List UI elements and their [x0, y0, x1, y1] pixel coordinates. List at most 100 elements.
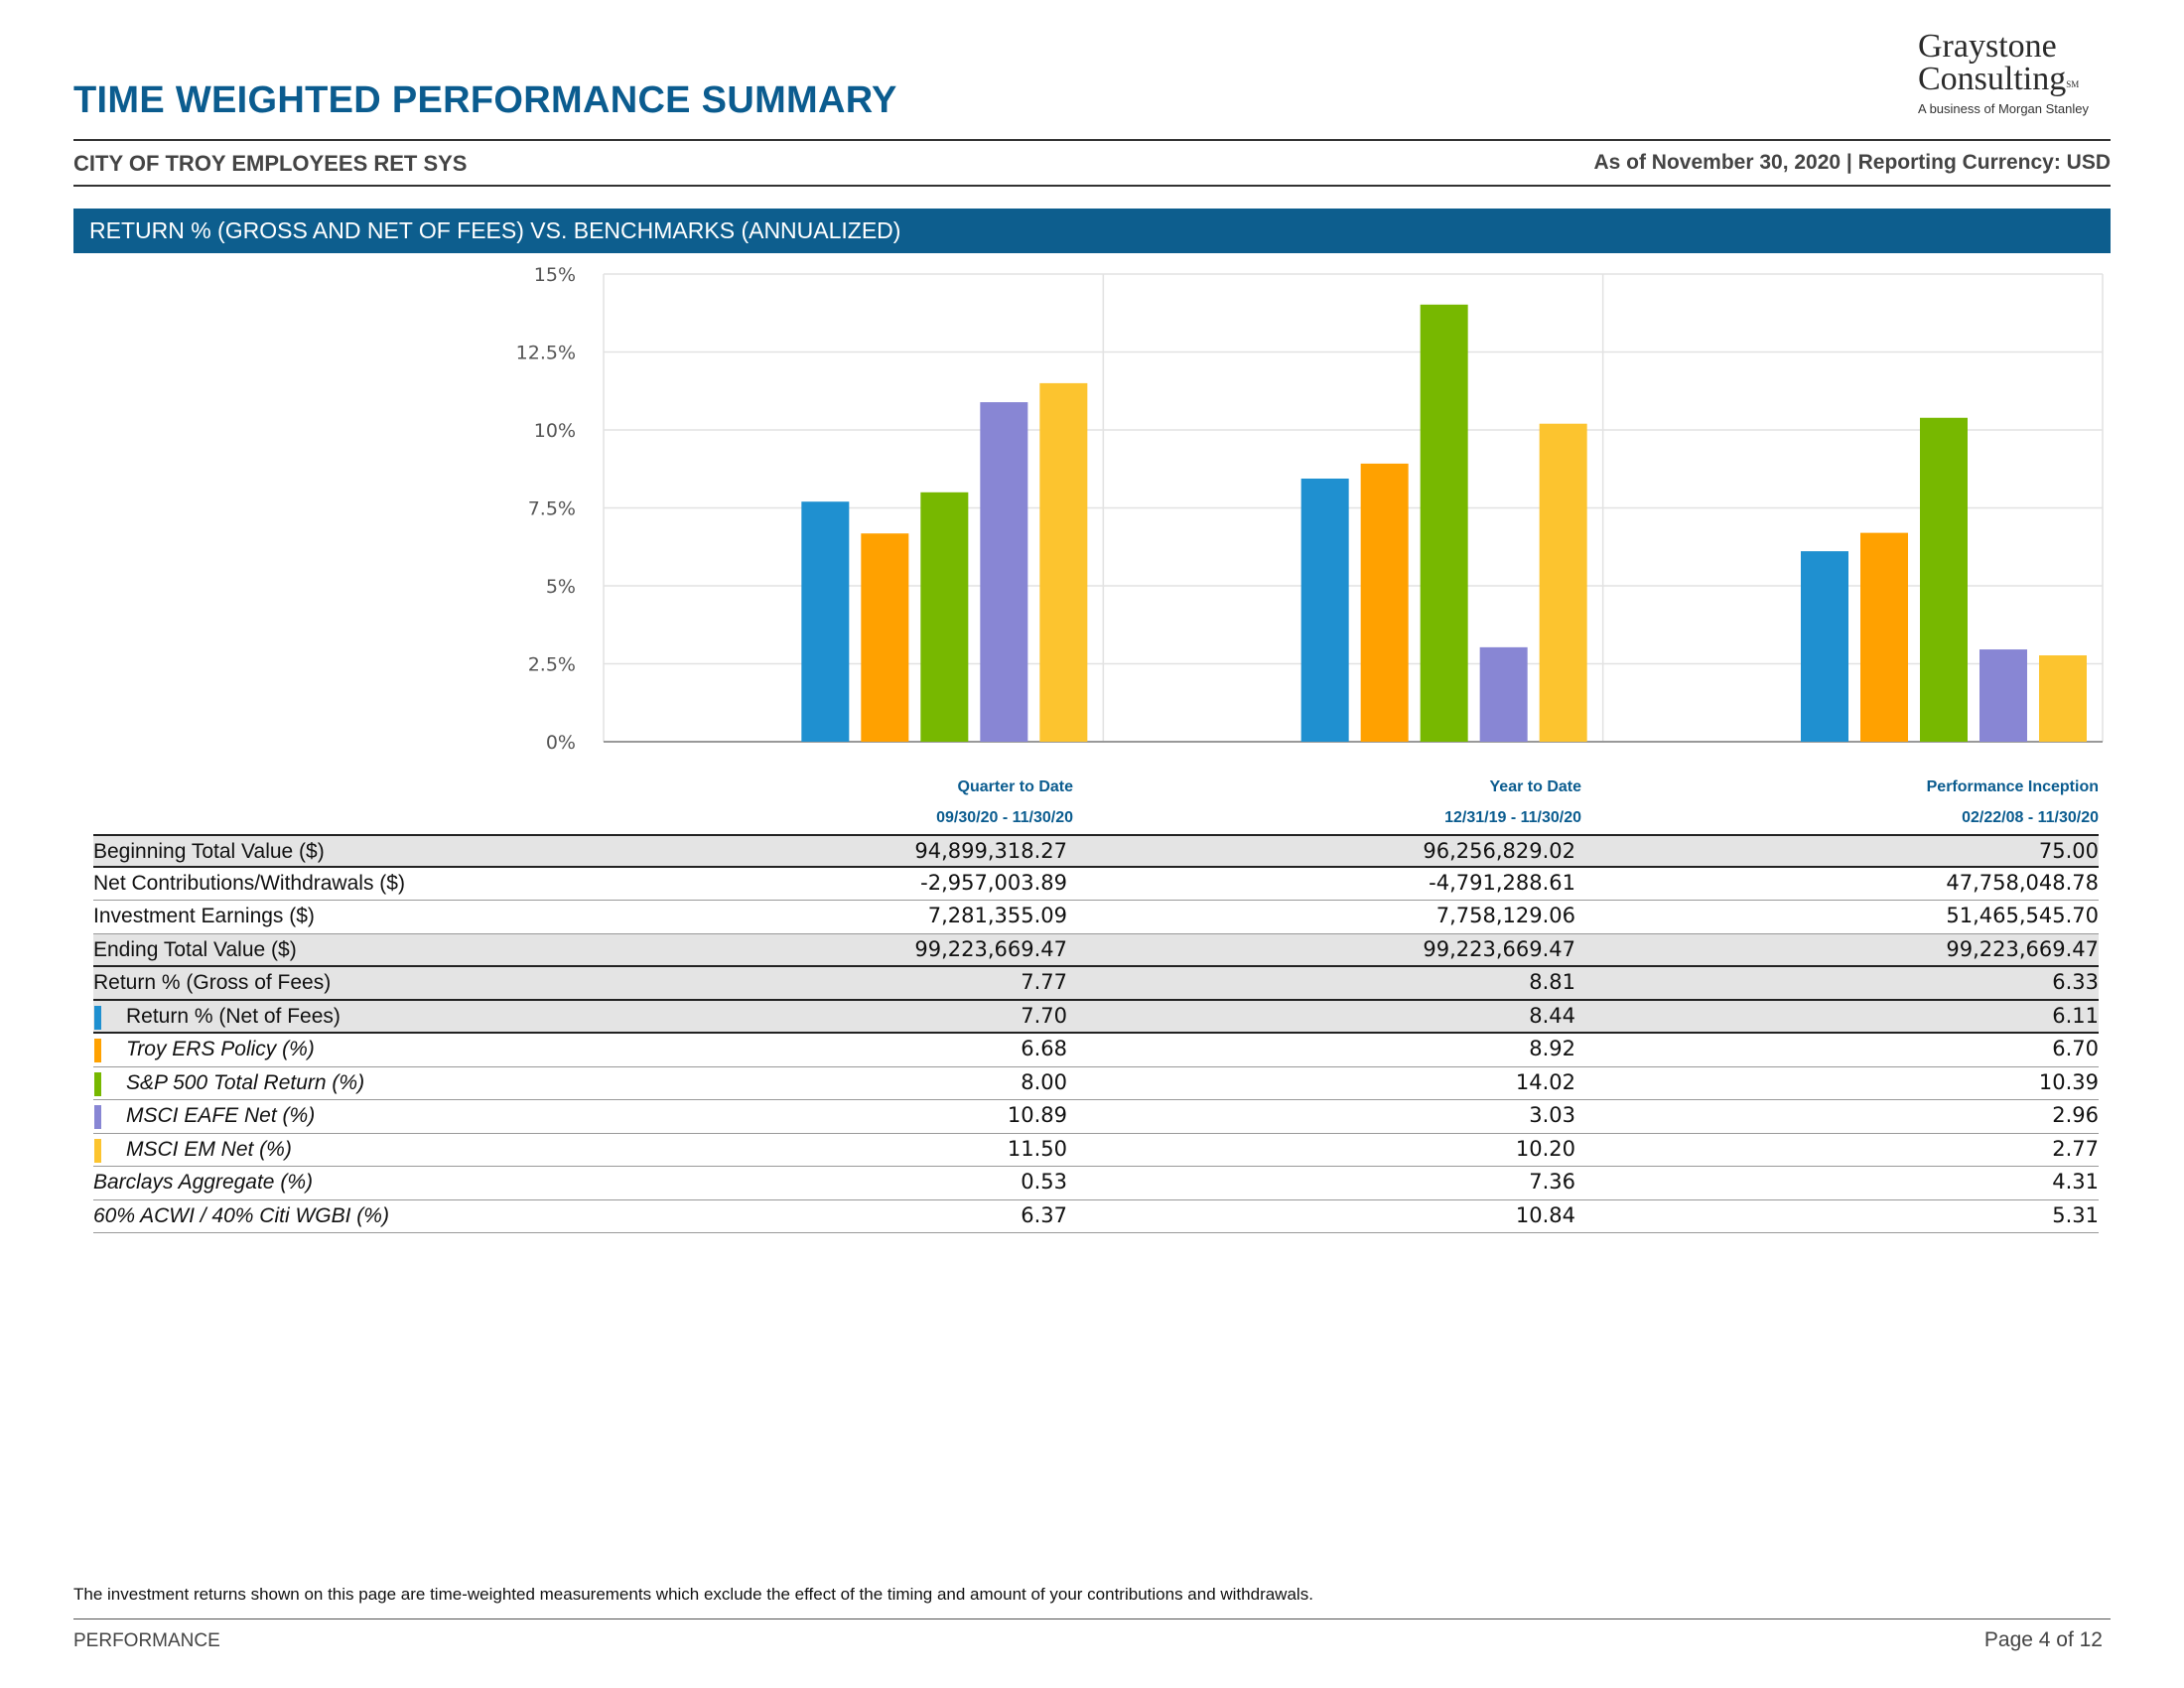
cell-inception: 6.33 [2052, 970, 2099, 994]
cell-ytd: 14.02 [1515, 1069, 1575, 1094]
y-tick-label: 7.5% [528, 498, 576, 520]
row-label: MSCI EAFE Net (%) [126, 1104, 316, 1127]
cell-qtd: 10.89 [1007, 1103, 1067, 1127]
table-row-beginning-value: Beginning Total Value ($) 94,899,318.27 … [93, 834, 2099, 868]
cell-inception: 10.39 [2038, 1069, 2099, 1094]
bar [1979, 649, 2027, 742]
page-title: TIME WEIGHTED PERFORMANCE SUMMARY [73, 79, 897, 121]
cell-qtd: 6.68 [1021, 1037, 1067, 1060]
legend-swatch-sp500 [94, 1071, 101, 1096]
row-label: MSCI EM Net (%) [126, 1137, 292, 1161]
table-row-sp500: S&P 500 Total Return (%) 8.00 14.02 10.3… [93, 1067, 2099, 1100]
cell-ytd: 99,223,669.47 [1423, 936, 1575, 961]
bar [2039, 655, 2087, 742]
footnote: The investment returns shown on this pag… [73, 1585, 1313, 1604]
cell-qtd: 7.70 [1021, 1003, 1067, 1028]
bar [1801, 551, 1848, 742]
y-tick-label: 10% [534, 420, 576, 442]
bar [861, 533, 909, 742]
row-label: 60% ACWI / 40% Citi WGBI (%) [93, 1203, 389, 1227]
column-header-ytd: Year to Date [1489, 778, 1581, 795]
bar [1539, 423, 1587, 742]
cell-inception: 2.77 [2052, 1136, 2099, 1161]
cell-inception: 6.11 [2052, 1003, 2099, 1028]
cell-qtd: 11.50 [1007, 1136, 1067, 1161]
footer-rule [73, 1618, 2111, 1619]
legend-swatch-net-of-fees [94, 1005, 101, 1030]
bar [920, 492, 969, 742]
cell-inception: 5.31 [2052, 1202, 2099, 1227]
row-label: Ending Total Value ($) [93, 937, 297, 961]
row-label: Return % (Gross of Fees) [93, 971, 332, 994]
cell-qtd: -2,957,003.89 [920, 870, 1067, 895]
cell-ytd: 8.44 [1529, 1003, 1575, 1028]
row-label: Net Contributions/Withdrawals ($) [93, 871, 405, 895]
as-of-date: As of November 30, 2020 | Reporting Curr… [1593, 151, 2111, 174]
y-tick-label: 5% [546, 576, 576, 598]
cell-qtd: 7,281,355.09 [927, 904, 1067, 927]
bar [1920, 417, 1968, 742]
column-header-qtd: Quarter to Date [957, 778, 1073, 795]
performance-table: Beginning Total Value ($) 94,899,318.27 … [93, 834, 2099, 1233]
cell-qtd: 7.77 [1021, 970, 1067, 994]
cell-inception: 51,465,545.70 [1946, 904, 2099, 927]
returns-bar-chart: 0% 2.5% 5% 7.5% 10% 12.5% 15% [516, 264, 2104, 754]
bar [1039, 382, 1088, 742]
row-label: S&P 500 Total Return (%) [126, 1070, 365, 1094]
section-title-bar: RETURN % (GROSS AND NET OF FEES) VS. BEN… [73, 209, 2111, 253]
legend-swatch-troy-ers [94, 1039, 101, 1062]
cell-inception: 4.31 [2052, 1170, 2099, 1194]
cell-inception: 47,758,048.78 [1946, 870, 2099, 895]
legend-swatch-msci-eafe [94, 1105, 101, 1129]
y-tick-label: 2.5% [528, 654, 576, 676]
bar [1420, 304, 1468, 742]
logo-service-mark: SM [2066, 79, 2080, 89]
table-row-net-return: Return % (Net of Fees) 7.70 8.44 6.11 [93, 1000, 2099, 1034]
cell-inception: 6.70 [2052, 1037, 2099, 1060]
cell-ytd: 7,758,129.06 [1435, 904, 1575, 927]
table-row-barclays-aggregate: Barclays Aggregate (%) 0.53 7.36 4.31 [93, 1167, 2099, 1200]
cell-ytd: 96,256,829.02 [1423, 839, 1575, 863]
logo-line2-text: Consulting [1918, 61, 2067, 97]
logo-line2: ConsultingSM [1918, 61, 2107, 97]
table-row-net-contributions: Net Contributions/Withdrawals ($) -2,957… [93, 868, 2099, 901]
bar [980, 402, 1028, 742]
table-row-msci-em: MSCI EM Net (%) 11.50 10.20 2.77 [93, 1134, 2099, 1167]
cell-inception: 2.96 [2052, 1103, 2099, 1127]
logo-tagline: A business of Morgan Stanley [1918, 101, 2089, 116]
table-row-investment-earnings: Investment Earnings ($) 7,281,355.09 7,7… [93, 901, 2099, 934]
subheader-rule [73, 185, 2111, 187]
cell-ytd: 10.84 [1515, 1202, 1575, 1227]
table-row-ending-value: Ending Total Value ($) 99,223,669.47 99,… [93, 933, 2099, 967]
graystone-logo: Graystone ConsultingSM A business of Mor… [1918, 28, 2107, 117]
client-name: CITY OF TROY EMPLOYEES RET SYS [73, 151, 468, 176]
row-label: Troy ERS Policy (%) [126, 1038, 315, 1060]
legend-swatch-msci-em [94, 1138, 101, 1163]
cell-inception: 75.00 [2038, 839, 2099, 863]
cell-qtd: 99,223,669.47 [914, 936, 1067, 961]
cell-qtd: 8.00 [1021, 1069, 1067, 1094]
cell-inception: 99,223,669.47 [1946, 936, 2099, 961]
logo-line1: Graystone [1918, 28, 2057, 65]
row-label: Return % (Net of Fees) [126, 1004, 341, 1028]
y-tick-label: 0% [546, 732, 576, 754]
table-row-troy-ers-policy: Troy ERS Policy (%) 6.68 8.92 6.70 [93, 1034, 2099, 1067]
cell-qtd: 0.53 [1021, 1170, 1067, 1194]
column-header-inception: Performance Inception [1926, 778, 2099, 795]
cell-ytd: 3.03 [1529, 1103, 1575, 1127]
row-label: Investment Earnings ($) [93, 905, 315, 927]
cell-ytd: 10.20 [1515, 1136, 1575, 1161]
table-row-acwi-wgbi: 60% ACWI / 40% Citi WGBI (%) 6.37 10.84 … [93, 1200, 2099, 1233]
column-period-ytd: 12/31/19 - 11/30/20 [1444, 809, 1581, 826]
bar [1300, 478, 1349, 742]
column-period-qtd: 09/30/20 - 11/30/20 [936, 809, 1073, 826]
table-row-msci-eafe: MSCI EAFE Net (%) 10.89 3.03 2.96 [93, 1100, 2099, 1134]
cell-ytd: 8.92 [1529, 1037, 1575, 1060]
cell-qtd: 6.37 [1021, 1202, 1067, 1227]
cell-ytd: 7.36 [1529, 1170, 1575, 1194]
cell-qtd: 94,899,318.27 [914, 839, 1067, 863]
y-tick-label: 12.5% [516, 343, 576, 364]
cell-ytd: 8.81 [1529, 970, 1575, 994]
row-label: Beginning Total Value ($) [93, 840, 325, 863]
cell-ytd: -4,791,288.61 [1429, 870, 1575, 895]
